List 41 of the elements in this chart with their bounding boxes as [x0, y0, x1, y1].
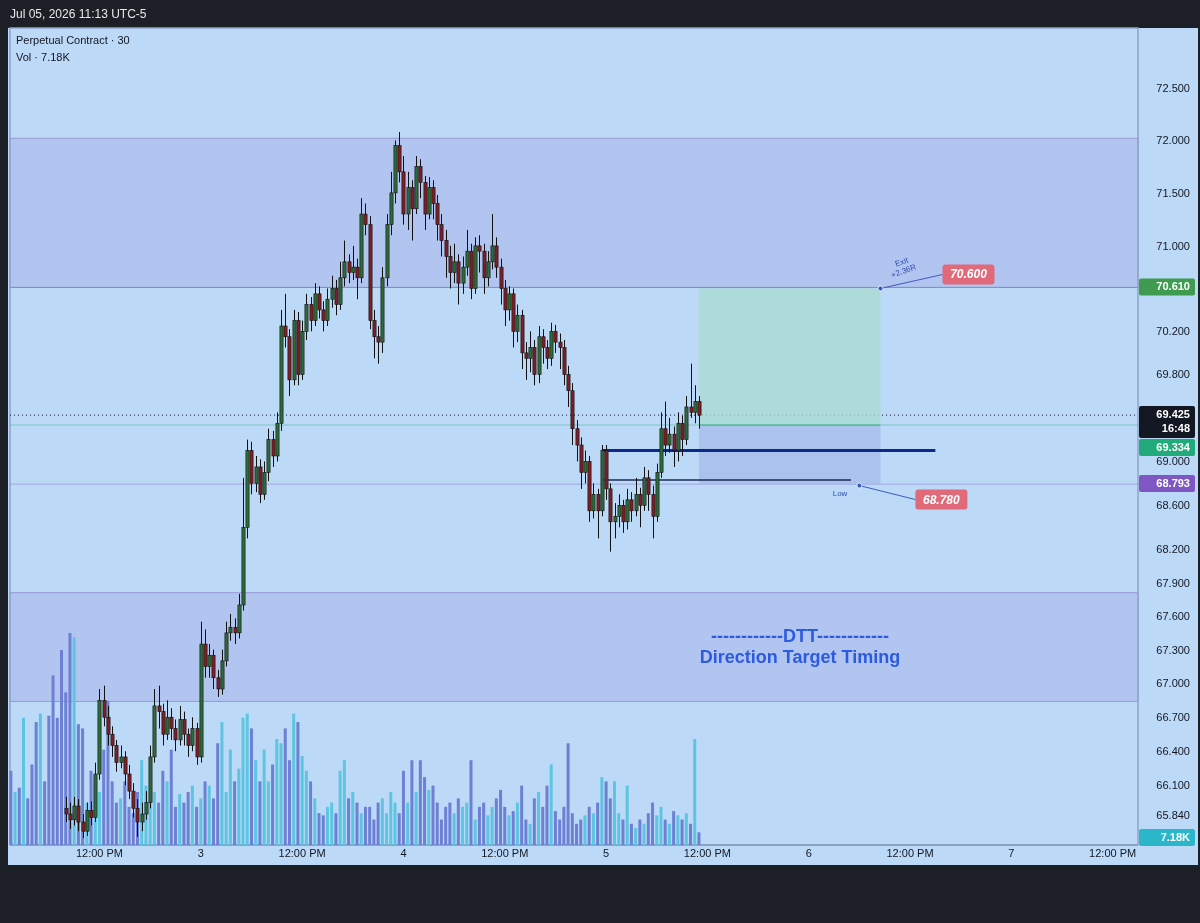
x-tick-label: 12:00 PM — [481, 847, 529, 859]
x-tick-label: 12:00 PM — [278, 847, 326, 859]
annotation: ------------DTT------------ — [711, 626, 889, 646]
ref-line-label: 68.793 — [1156, 477, 1190, 490]
x-tick-label: 4 — [400, 847, 407, 859]
y-tick-label: 67.300 — [1156, 643, 1190, 656]
x-tick-label: 12:00 PM — [75, 847, 124, 859]
y-tick-label: 65.840 — [1156, 809, 1190, 822]
x-tick-label: 6 — [805, 847, 812, 859]
annotation: 70.600 — [950, 267, 988, 282]
text: 7.18K — [1160, 831, 1191, 843]
x-tick-label: 12:00 PM — [886, 847, 934, 859]
y-tick-label: 69.000 — [1156, 455, 1190, 468]
x-tick-label: 7 — [1008, 847, 1015, 859]
x-tick-label: 12:00 PM — [683, 847, 731, 859]
y-tick-label: 66.100 — [1156, 779, 1190, 792]
annotation: 68.780 — [923, 492, 961, 507]
text: Perpetual Contract · 30 — [16, 34, 130, 46]
y-tick-label: 68.600 — [1156, 499, 1190, 512]
y-tick-label: 70.200 — [1156, 325, 1190, 338]
y-tick-label: 71.000 — [1156, 239, 1190, 252]
ref-line-label: 69.425 16:48 — [1156, 408, 1190, 435]
y-tick-label: 71.500 — [1156, 186, 1190, 199]
y-tick-label: 67.000 — [1156, 677, 1190, 690]
annotation: Low — [832, 488, 848, 498]
text: Vol · 7.18K — [16, 51, 71, 63]
x-tick-label: 12:00 PM — [1089, 847, 1137, 859]
y-tick-label: 72.500 — [1156, 82, 1190, 95]
y-tick-label: 66.400 — [1156, 745, 1190, 758]
y-tick-label: 67.600 — [1156, 610, 1190, 623]
y-tick-label: 66.700 — [1156, 711, 1190, 724]
y-tick-label: 67.900 — [1156, 576, 1190, 589]
annotation: Direction Target Timing — [699, 647, 901, 667]
x-tick-label: 5 — [603, 847, 610, 859]
y-tick-label: 69.800 — [1156, 368, 1190, 381]
text: Jul 05, 2026 11:13 UTC-5 — [10, 7, 147, 21]
ref-line-label: 70.610 — [1156, 280, 1190, 293]
ref-line-label: 69.334 — [1156, 441, 1191, 454]
y-tick-label: 72.000 — [1156, 134, 1190, 147]
y-tick-label: 68.200 — [1156, 543, 1190, 556]
x-tick-label: 3 — [197, 847, 204, 859]
